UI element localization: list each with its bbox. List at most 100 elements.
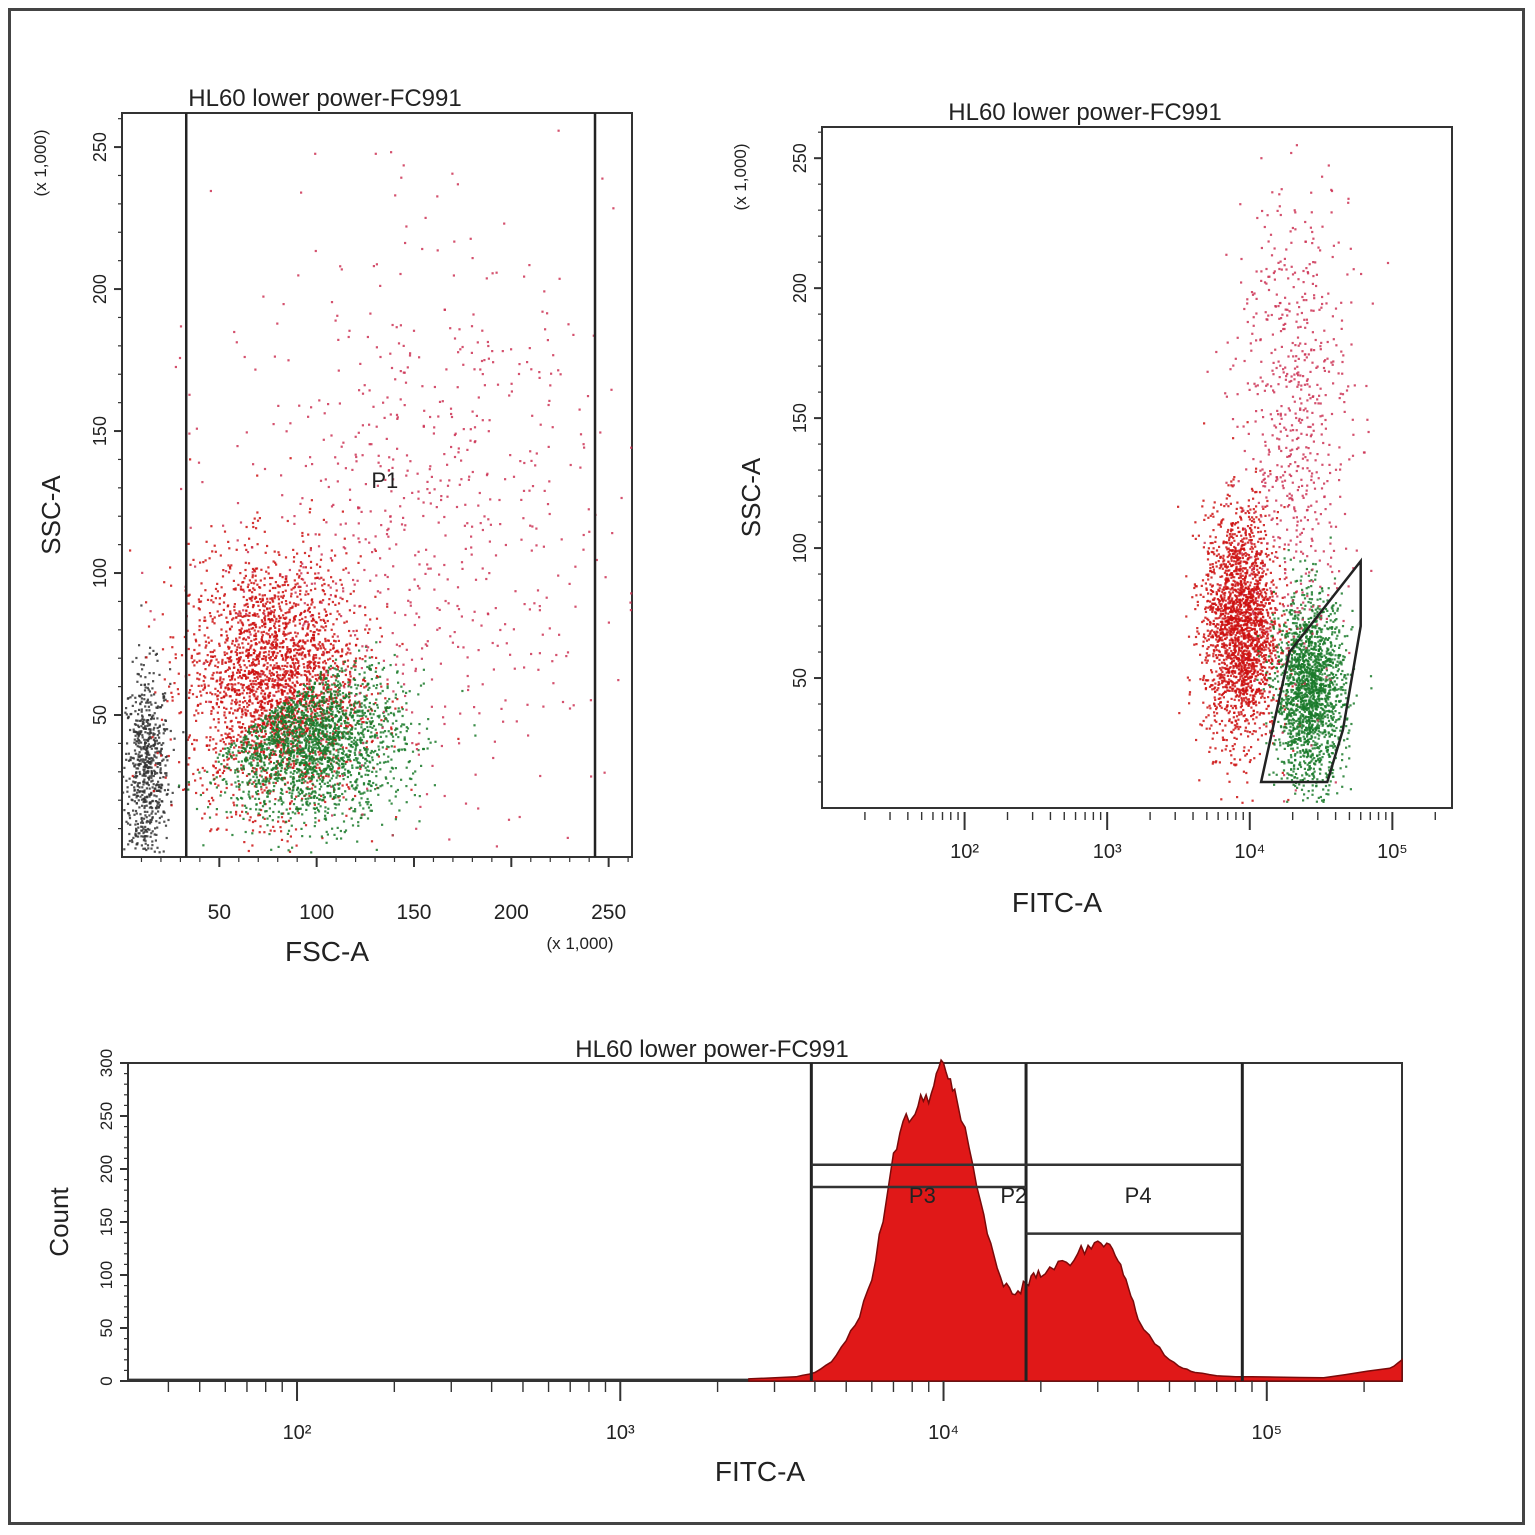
data-point-0-1 [314,702,317,705]
data-point-0-1 [271,597,274,600]
data-point-0-1 [268,694,271,697]
data-point-0-1 [261,634,264,637]
data-point-0-2 [333,736,336,739]
data-point-0-2 [354,808,357,811]
data-point-0-2 [305,787,308,790]
data-point-0-2 [358,790,361,794]
data-point-0-1 [271,586,275,590]
data-point-0-1 [304,566,307,569]
data-point-0-0 [141,668,144,671]
data-point-0-1 [218,644,221,647]
data-point-0-0 [165,772,168,775]
data-point-0-1 [312,661,315,664]
data-point-0-2 [365,697,368,701]
data-point-0-0 [153,693,156,696]
data-point-0-2 [338,787,341,790]
data-point-0-0 [136,789,139,792]
data-point-0-1 [226,652,229,655]
data-point-0-2 [360,775,363,778]
data-point-0-1 [332,701,336,704]
data-point-0-1 [202,675,206,678]
data-point-0-2 [261,780,264,783]
data-point-0-1 [242,659,245,662]
data-point-0-1 [277,820,280,823]
data-point-0-2 [320,835,323,838]
data-point-0-2 [316,779,319,782]
data-point-0-2 [410,722,413,725]
data-point-0-1 [220,682,223,685]
data-point-0-1 [345,814,348,817]
data-point-0-0 [140,719,143,722]
data-point-0-1 [276,638,279,641]
data-point-0-1 [273,646,276,649]
data-point-0-0 [152,734,155,737]
data-point-0-1 [327,703,330,706]
data-point-0-1 [217,827,220,830]
data-point-0-2 [422,682,425,685]
data-point-0-2 [291,760,294,763]
data-point-0-1 [317,750,320,754]
data-point-0-1 [129,549,132,552]
data-point-0-1 [302,639,305,642]
data-point-0-0 [137,673,140,676]
data-point-0-1 [343,537,346,540]
data-point-0-2 [342,778,345,781]
data-point-0-2 [242,736,245,739]
data-point-0-1 [201,711,204,714]
data-point-0-0 [146,771,150,774]
data-point-0-1 [262,707,265,710]
data-point-0-1 [252,648,255,651]
data-point-0-2 [335,761,338,765]
data-point-0-0 [150,780,153,783]
data-point-0-1 [308,752,311,755]
data-point-0-0 [158,724,161,727]
data-point-0-2 [266,824,269,827]
data-point-0-1 [214,782,217,785]
data-point-0-1 [261,712,264,715]
data-point-0-2 [377,662,380,665]
data-point-0-0 [130,783,133,786]
data-point-0-1 [322,678,325,682]
data-point-0-1 [270,618,273,622]
data-point-0-2 [331,827,334,830]
data-point-0-2 [303,773,306,776]
data-point-0-1 [299,648,302,651]
data-point-0-1 [286,648,289,651]
data-point-0-1 [218,671,221,674]
data-point-0-2 [356,757,359,760]
data-point-0-1 [191,661,194,664]
data-point-0-2 [394,728,397,732]
data-point-0-1 [349,592,352,595]
data-point-0-2 [273,722,276,725]
data-point-0-2 [343,720,347,723]
data-point-0-0 [146,745,149,748]
data-point-0-1 [297,576,301,579]
data-point-0-1 [298,693,302,697]
data-point-0-2 [386,685,389,688]
data-point-0-1 [248,687,251,690]
data-point-0-1 [401,642,404,646]
data-point-0-0 [150,774,153,777]
data-point-0-1 [232,666,236,669]
data-point-0-1 [344,567,348,570]
data-point-0-2 [319,714,322,717]
data-point-0-1 [242,595,245,599]
data-point-0-1 [298,691,301,694]
data-point-0-0 [140,700,143,703]
data-point-0-1 [349,679,352,682]
data-point-0-0 [145,764,149,767]
data-point-0-1 [344,673,347,677]
data-point-0-1 [306,603,309,606]
data-point-0-1 [229,655,232,659]
data-point-0-1 [279,616,282,619]
data-point-0-2 [310,718,314,721]
data-point-0-2 [291,792,294,795]
data-point-0-2 [414,783,417,786]
data-point-0-2 [356,840,359,843]
data-point-0-1 [311,601,314,604]
data-point-0-2 [393,653,396,657]
data-point-0-2 [251,753,254,756]
data-point-0-1 [275,699,278,703]
data-point-0-1 [216,770,219,773]
data-point-0-1 [221,738,224,741]
